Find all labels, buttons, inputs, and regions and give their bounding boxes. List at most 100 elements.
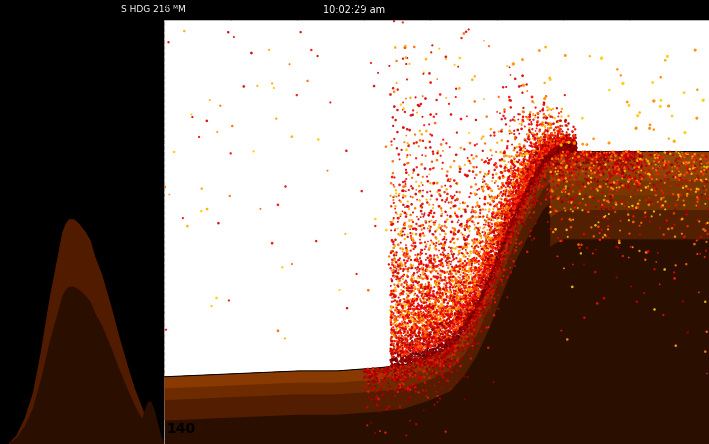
Point	[462, 328, 474, 335]
Point	[531, 144, 542, 151]
Point	[505, 222, 516, 229]
Point	[403, 358, 414, 365]
Point	[420, 343, 431, 350]
Point	[599, 163, 610, 170]
Point	[440, 313, 451, 320]
Point	[486, 253, 497, 260]
Point	[406, 299, 417, 306]
Point	[453, 316, 464, 323]
Point	[455, 324, 467, 331]
Point	[513, 185, 524, 192]
Point	[490, 270, 501, 278]
Point	[476, 277, 487, 284]
Point	[177, 214, 189, 222]
Point	[450, 202, 461, 210]
Point	[520, 191, 532, 198]
Point	[545, 168, 557, 175]
Point	[525, 166, 537, 173]
Point	[432, 289, 443, 296]
Point	[508, 174, 520, 181]
Point	[492, 219, 503, 226]
Point	[447, 278, 459, 285]
Point	[389, 353, 400, 361]
Point	[465, 214, 476, 222]
Point	[430, 338, 441, 345]
Point	[605, 153, 616, 160]
Point	[465, 308, 476, 315]
Point	[496, 211, 508, 218]
Point	[517, 186, 528, 194]
Point	[623, 102, 635, 109]
Point	[479, 269, 490, 276]
Point	[492, 238, 503, 245]
Point	[334, 286, 345, 293]
Point	[627, 149, 638, 156]
Point	[508, 188, 519, 195]
Point	[569, 143, 580, 150]
Point	[519, 166, 530, 173]
Point	[496, 137, 508, 144]
Point	[451, 286, 462, 293]
Point	[379, 377, 390, 384]
Point	[555, 146, 566, 153]
Point	[419, 379, 430, 386]
Point	[515, 150, 527, 157]
Point	[484, 255, 496, 262]
Point	[374, 367, 385, 374]
Point	[507, 205, 518, 212]
Point	[496, 244, 508, 251]
Point	[553, 127, 564, 134]
Point	[436, 340, 447, 347]
Point	[455, 329, 467, 337]
Point	[521, 168, 532, 175]
Point	[432, 336, 443, 343]
Point	[500, 235, 511, 242]
Point	[571, 146, 582, 153]
Point	[608, 182, 620, 190]
Point	[398, 317, 409, 324]
Point	[431, 315, 442, 322]
Point	[564, 147, 575, 154]
Point	[433, 203, 445, 210]
Point	[442, 299, 454, 306]
Point	[559, 149, 570, 156]
Point	[656, 195, 667, 202]
Point	[556, 147, 567, 154]
Point	[510, 174, 522, 182]
Point	[386, 304, 397, 311]
Point	[509, 184, 520, 191]
Point	[480, 256, 491, 263]
Point	[413, 343, 424, 350]
Point	[493, 242, 504, 249]
Point	[392, 283, 403, 290]
Point	[557, 169, 569, 176]
Point	[443, 333, 454, 341]
Point	[568, 144, 579, 151]
Point	[543, 153, 554, 160]
Point	[531, 151, 542, 159]
Point	[411, 297, 423, 304]
Point	[466, 324, 477, 331]
Point	[586, 154, 598, 161]
Point	[562, 141, 573, 148]
Point	[466, 268, 477, 275]
Point	[569, 146, 581, 153]
Point	[445, 334, 456, 341]
Point	[569, 161, 580, 168]
Point	[391, 355, 402, 362]
Point	[541, 147, 552, 154]
Point	[535, 142, 546, 149]
Point	[403, 323, 414, 330]
Point	[579, 150, 591, 157]
Point	[557, 174, 569, 181]
Point	[449, 351, 460, 358]
Point	[430, 310, 442, 317]
Point	[390, 350, 401, 357]
Point	[558, 135, 569, 142]
Point	[519, 211, 530, 218]
Point	[521, 184, 532, 191]
Point	[537, 146, 548, 153]
Point	[401, 370, 412, 377]
Point	[405, 332, 416, 339]
Point	[418, 293, 430, 301]
